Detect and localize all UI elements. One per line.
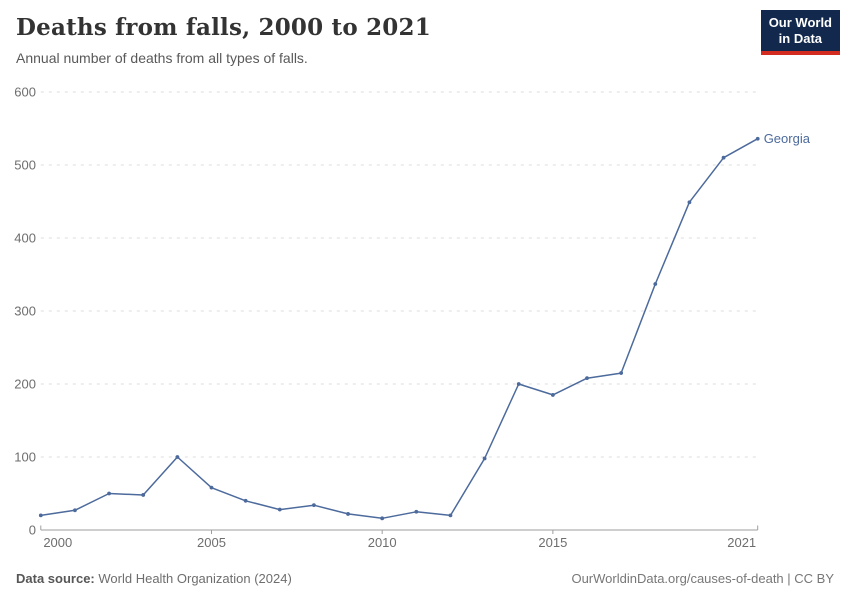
- owid-logo: Our World in Data: [760, 10, 840, 55]
- plot-area: 0 100 200 300 400 500 600 2000 2005 2010 2015 2021 G…: [0, 85, 850, 555]
- x-tick-label-2021: 2021: [727, 535, 756, 550]
- chart-footer: Data source: World Health Organization (…: [16, 571, 834, 586]
- data-point-2015: [550, 393, 555, 397]
- attribution-link: OurWorldinData.org/causes-of-death | CC …: [571, 571, 834, 586]
- chart-line-georgia: [40, 137, 759, 520]
- data-source-label: Data source:: [16, 571, 95, 586]
- data-point-2017: [619, 371, 624, 375]
- data-point-2007: [277, 507, 282, 512]
- x-tick-label-2005: 2005: [197, 535, 226, 550]
- chart-subtitle: Annual number of deaths from all types o…: [16, 50, 308, 66]
- y-tick-label-0: 0: [29, 523, 36, 538]
- y-tick-label-300: 300: [14, 304, 36, 319]
- data-point-2020: [721, 155, 726, 160]
- data-point-2021: [755, 136, 760, 141]
- owid-logo-line2: in Data: [778, 30, 823, 46]
- data-point-2012: [448, 513, 453, 518]
- data-point-2004: [175, 455, 180, 459]
- data-point-2018: [653, 282, 658, 286]
- data-point-2014: [516, 382, 521, 386]
- data-point-2001: [73, 508, 77, 513]
- chart-header: Deaths from falls, 2000 to 2021 Annual n…: [16, 14, 431, 66]
- data-point-2019: [687, 200, 692, 205]
- data-point-2002: [107, 491, 111, 496]
- y-tick-label-400: 400: [14, 231, 36, 246]
- data-point-2003: [141, 493, 146, 497]
- data-point-2000: [38, 513, 43, 518]
- x-tick-label-2015: 2015: [538, 535, 567, 550]
- x-tick-label-2000: 2000: [43, 535, 72, 550]
- y-tick-label-600: 600: [14, 85, 36, 100]
- series-end-label-georgia: Georgia: [764, 131, 811, 146]
- line-chart-svg: 0 100 200 300 400 500 600 2000 2005 2010 2015 2021 G…: [14, 85, 811, 551]
- owid-logo-line1: Our World: [768, 15, 832, 30]
- data-point-2008: [312, 503, 316, 508]
- data-point-2009: [346, 512, 350, 516]
- y-tick-label-100: 100: [14, 450, 36, 465]
- data-point-2013: [482, 456, 487, 461]
- data-point-2016: [585, 376, 589, 381]
- y-tick-label-500: 500: [14, 158, 36, 173]
- data-point-2006: [243, 498, 248, 503]
- data-point-2010: [380, 516, 385, 521]
- data-point-2011: [414, 509, 419, 514]
- x-tick-label-2010: 2010: [368, 535, 397, 550]
- data-source-value: World Health Organization (2024): [98, 571, 292, 586]
- y-tick-label-200: 200: [14, 377, 36, 392]
- data-source-note: Data source: World Health Organization (…: [16, 571, 292, 586]
- data-point-2005: [209, 485, 214, 490]
- chart-title: Deaths from falls, 2000 to 2021: [16, 14, 431, 41]
